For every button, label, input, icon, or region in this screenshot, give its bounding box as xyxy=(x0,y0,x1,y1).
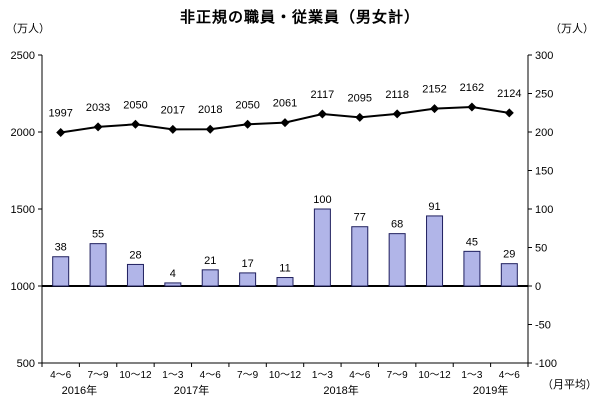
bar xyxy=(126,263,144,287)
line-value-label: 2050 xyxy=(235,99,259,111)
line-value-label: 2017 xyxy=(161,104,185,116)
category-label: 1～3 xyxy=(162,370,184,381)
right-axis-tick-label: -100 xyxy=(535,358,557,370)
category-label: 10～12 xyxy=(418,370,451,381)
bar-value-label: 45 xyxy=(466,236,478,248)
bar-value-label: 29 xyxy=(503,249,515,261)
bar xyxy=(351,226,369,287)
line-marker xyxy=(430,104,440,114)
line-marker xyxy=(280,118,290,128)
bar-value-label: 11 xyxy=(279,263,290,275)
line-marker xyxy=(467,102,477,112)
right-axis-tick-label: 200 xyxy=(535,127,553,139)
bar-value-label: 38 xyxy=(55,242,67,254)
line-marker xyxy=(130,119,140,129)
bar xyxy=(313,208,331,287)
line-marker xyxy=(205,124,215,134)
left-axis-tick-label: 2000 xyxy=(11,127,35,139)
bar-value-label: 28 xyxy=(129,249,141,261)
line-marker xyxy=(56,127,66,137)
category-label: 1～3 xyxy=(461,370,483,381)
line-value-label: 2162 xyxy=(460,82,484,94)
year-label: 2017年 xyxy=(174,383,209,397)
left-axis-tick-label: 1000 xyxy=(11,281,35,293)
right-axis-tick-label: 0 xyxy=(535,281,541,293)
bar-value-label: 4 xyxy=(170,268,176,280)
year-label: 2016年 xyxy=(62,383,97,397)
bar xyxy=(164,282,182,287)
bar-value-label: 77 xyxy=(354,212,366,224)
bar-value-label: 68 xyxy=(391,219,403,231)
line-value-label: 2152 xyxy=(422,84,446,96)
bar-value-label: 91 xyxy=(428,201,440,213)
line-marker xyxy=(243,119,253,129)
bar xyxy=(500,263,518,287)
line-value-label: 2061 xyxy=(273,98,297,110)
line-marker xyxy=(392,109,402,119)
left-axis-tick-label: 500 xyxy=(17,358,35,370)
line-value-label: 2033 xyxy=(86,102,110,114)
line-marker xyxy=(168,124,178,134)
category-label: 7～9 xyxy=(387,370,409,381)
bar xyxy=(463,250,481,287)
right-axis-tick-label: 300 xyxy=(535,50,553,62)
left-axis-unit: （万人） xyxy=(6,23,50,35)
year-label: 2019年 xyxy=(473,383,508,397)
right-axis-tick-label: -50 xyxy=(535,320,551,332)
right-axis-tick-label: 50 xyxy=(535,243,547,255)
chart-title: 非正規の職員・従業員（男女計） xyxy=(179,9,420,26)
bar-value-label: 55 xyxy=(92,229,104,241)
bar xyxy=(276,277,294,287)
bar-value-label: 17 xyxy=(241,258,253,270)
category-label: 10～12 xyxy=(119,370,152,381)
line-value-label: 2018 xyxy=(198,104,222,116)
category-label: 4～6 xyxy=(499,370,521,381)
year-label: 2018年 xyxy=(323,383,358,397)
bar xyxy=(239,272,257,287)
bar xyxy=(89,243,107,287)
line-value-label: 2095 xyxy=(348,92,372,104)
line-value-label: 2124 xyxy=(497,88,521,100)
line-marker xyxy=(355,112,365,122)
category-label: 10～12 xyxy=(269,370,302,381)
line-value-label: 2118 xyxy=(385,89,409,101)
left-axis-tick-label: 1500 xyxy=(11,204,35,216)
right-axis-tick-label: 150 xyxy=(535,166,553,178)
bar xyxy=(426,215,444,287)
right-axis-tick-label: 250 xyxy=(535,89,553,101)
line-value-label: 1997 xyxy=(48,107,72,119)
bar xyxy=(52,256,70,287)
category-label: 4～6 xyxy=(200,370,222,381)
category-label: 4～6 xyxy=(50,370,72,381)
category-label: 7～9 xyxy=(88,370,110,381)
bar-value-label: 21 xyxy=(204,255,216,267)
line-value-label: 2050 xyxy=(123,99,147,111)
category-label: 4～6 xyxy=(349,370,371,381)
line-value-label: 2117 xyxy=(311,89,335,101)
bar-value-label: 100 xyxy=(313,194,331,206)
right-axis-tick-label: 100 xyxy=(535,204,553,216)
line-marker xyxy=(317,109,327,119)
line-marker xyxy=(504,108,514,118)
line-marker xyxy=(93,122,103,132)
category-label: 7～9 xyxy=(237,370,259,381)
right-axis-unit: （万人） xyxy=(550,23,594,35)
bar xyxy=(388,233,406,287)
category-label: 1～3 xyxy=(312,370,334,381)
left-axis-tick-label: 2500 xyxy=(11,50,35,62)
bar xyxy=(201,269,219,287)
right-axis-footnote: （月平均） xyxy=(542,379,597,391)
